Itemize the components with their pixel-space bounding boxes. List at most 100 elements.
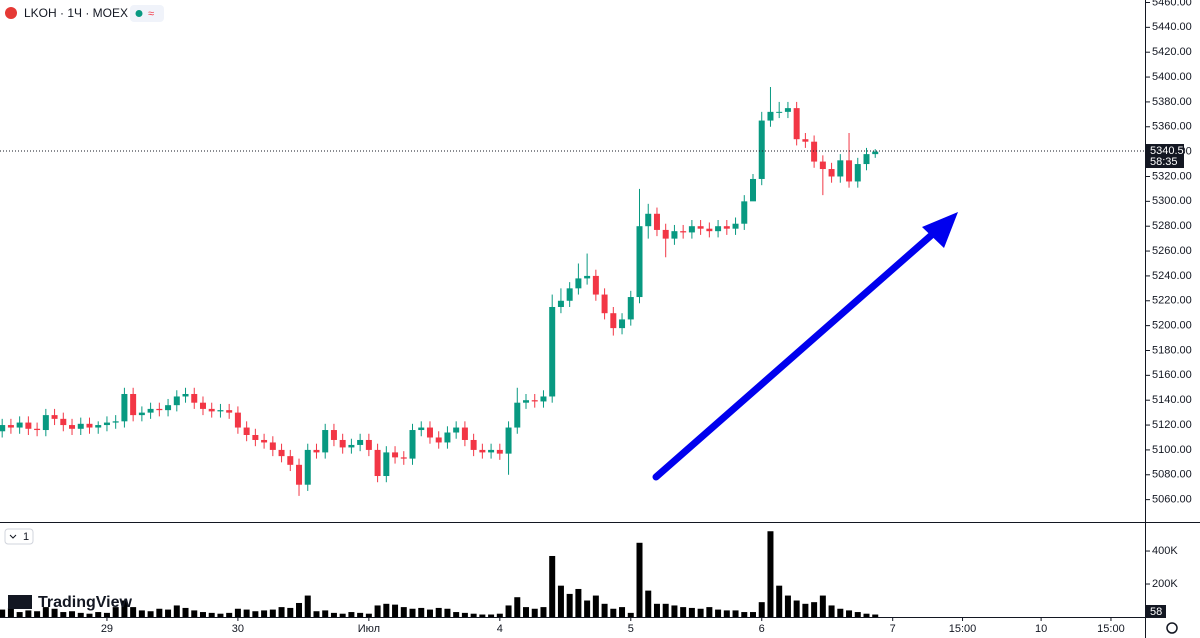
- volume-bar: [461, 612, 468, 617]
- last-price-box: [1146, 144, 1184, 169]
- candle-body: [741, 201, 748, 224]
- volume-bar: [802, 603, 809, 617]
- candle-body: [435, 437, 442, 443]
- candle-body: [173, 396, 180, 406]
- volume-bar: [374, 605, 381, 617]
- volume-bar: [234, 608, 241, 617]
- volume-bar: [636, 542, 643, 617]
- candle-body: [86, 423, 93, 428]
- volume-bar: [42, 607, 49, 617]
- x-tick-label: 15:00: [1097, 623, 1125, 635]
- volume-bar: [444, 608, 451, 617]
- volume-bar: [671, 605, 678, 617]
- volume-bar: [296, 602, 303, 617]
- candle-body: [7, 425, 14, 428]
- candle-body: [296, 464, 303, 485]
- volume-bar: [828, 605, 835, 617]
- volume-bar: [339, 613, 346, 617]
- x-tick-label: 29: [101, 623, 113, 635]
- volume-bar: [51, 608, 58, 617]
- candle-body: [252, 435, 259, 440]
- volume-bar: [767, 531, 774, 617]
- candle-body: [496, 449, 503, 454]
- settings-icon[interactable]: [1166, 622, 1178, 634]
- candle-body: [636, 226, 643, 298]
- candle-body: [278, 449, 285, 457]
- candle-body: [680, 231, 687, 233]
- candle-body: [234, 412, 241, 428]
- volume-bar: [261, 610, 268, 617]
- volume-bar: [811, 602, 818, 617]
- volume-bar: [793, 600, 800, 617]
- candle-body: [837, 160, 844, 177]
- candle-body: [819, 161, 826, 170]
- volume-bar: [758, 602, 765, 617]
- candle-body: [182, 393, 189, 397]
- volume-bar: [322, 610, 329, 617]
- candle-body: [383, 452, 390, 477]
- y-tick-label: 5220.00: [1152, 295, 1192, 307]
- candle-body: [348, 444, 355, 448]
- volume-bar: [7, 607, 14, 617]
- volume-bar: [680, 607, 687, 617]
- volume-bar: [138, 610, 145, 617]
- volume-bar: [653, 603, 660, 617]
- volume-bar: [426, 609, 433, 617]
- volume-bar: [103, 612, 110, 617]
- candle-body: [872, 151, 879, 155]
- volume-bar: [25, 610, 32, 617]
- y-tick-label: 5300.00: [1152, 195, 1192, 207]
- chevron: [9, 534, 17, 539]
- candle-body: [34, 428, 41, 431]
- candle-body: [138, 412, 145, 416]
- candle-body: [557, 300, 564, 307]
- volume-bar: [226, 612, 233, 617]
- volume-bar: [409, 608, 416, 617]
- candle-body: [505, 427, 512, 454]
- candle-body: [339, 439, 346, 448]
- volume-pane-label: 1: [23, 531, 29, 543]
- candle-body: [330, 430, 337, 440]
- candle-body: [426, 427, 433, 438]
- volume-bar: [496, 613, 503, 617]
- candle-body: [103, 422, 110, 426]
- candle-body: [549, 306, 556, 397]
- volume-bar: [243, 609, 250, 617]
- volume-bar: [584, 600, 591, 617]
- x-tick-label: 5: [628, 623, 634, 635]
- candle-body: [374, 449, 381, 477]
- status-badge[interactable]: [130, 5, 164, 22]
- volume-bar: [662, 603, 669, 617]
- candle-body: [758, 120, 765, 179]
- y-tick-label: 5200.00: [1152, 320, 1192, 332]
- candle-body: [69, 425, 76, 429]
- candle-body: [453, 427, 460, 433]
- volume-bar: [592, 595, 599, 617]
- volume-bar: [627, 612, 634, 617]
- volume-bar: [819, 595, 826, 617]
- candle-body: [199, 402, 206, 409]
- volume-bar: [514, 597, 521, 617]
- candle-body: [531, 400, 538, 402]
- volume-pane-toggle[interactable]: [4, 528, 34, 545]
- volume-bar: [776, 585, 783, 617]
- candle-body: [365, 439, 372, 450]
- volume-tick-label: 200K: [1152, 578, 1178, 590]
- x-tick-label: 7: [890, 623, 896, 635]
- volume-bar: [732, 610, 739, 617]
- candle-body: [610, 313, 617, 329]
- candle-body: [697, 226, 704, 229]
- volume-bar: [470, 613, 477, 617]
- y-tick-label: 5060.00: [1152, 494, 1192, 506]
- volume-bar: [156, 608, 163, 617]
- volume-bar: [750, 612, 757, 617]
- candle-body: [25, 422, 32, 429]
- candle-body: [854, 164, 861, 182]
- symbol-title[interactable]: LKOH · 1Ч · MOEX: [24, 6, 128, 20]
- candle-body: [461, 427, 468, 440]
- last-volume-label: 58: [1150, 606, 1162, 618]
- candle-body: [584, 275, 591, 279]
- candle-body: [217, 410, 224, 412]
- volume-bar: [863, 613, 870, 617]
- candle-body: [287, 456, 294, 465]
